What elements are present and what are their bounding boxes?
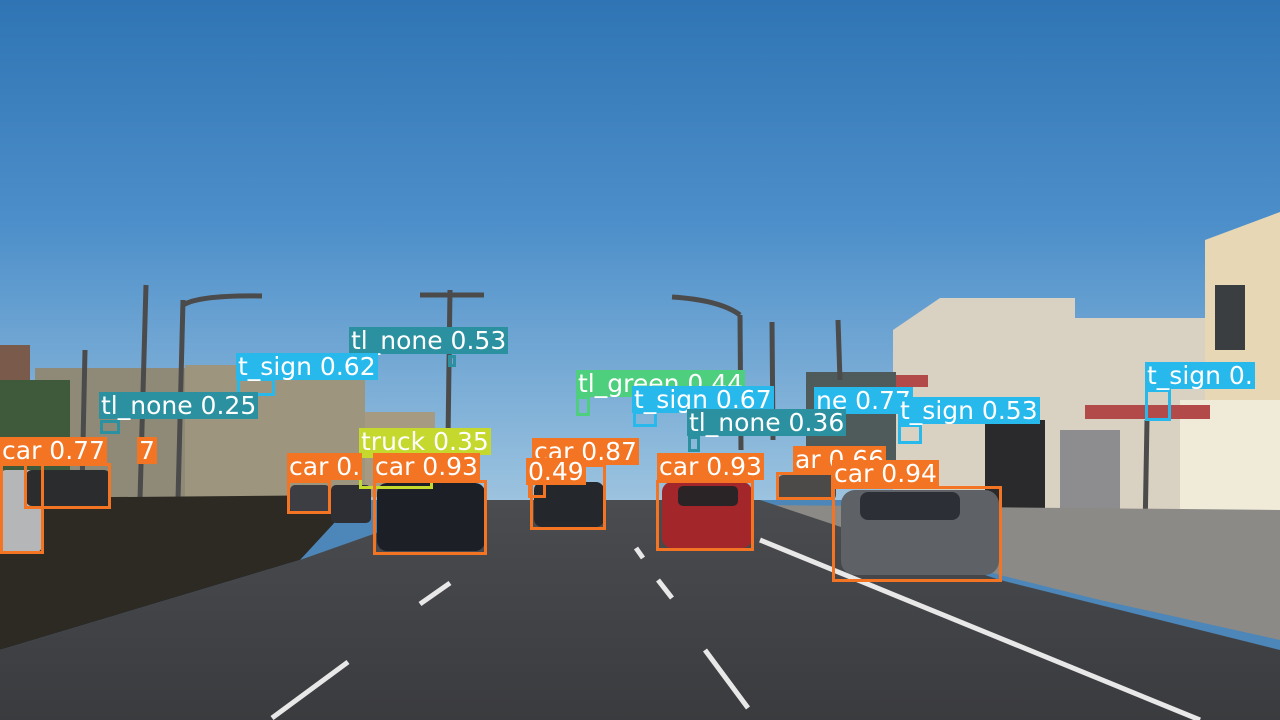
detection-label: tl_none 0.53 <box>349 326 509 355</box>
detection-label: t_sign 0. <box>1145 361 1255 390</box>
detection-label: ne 0.77 <box>814 386 913 415</box>
detection-box <box>373 480 487 555</box>
detection-label: car 0.93 <box>373 452 480 481</box>
detection-label: car 0.94 <box>832 459 939 488</box>
detection-label: truck 0.35 <box>359 427 491 456</box>
road <box>0 500 1280 720</box>
detection-box <box>898 424 922 444</box>
median <box>0 495 360 650</box>
vehicles <box>0 470 999 575</box>
detection-label: 7 <box>137 436 157 465</box>
detection-label: tl_none 0.36 <box>687 408 847 437</box>
detection-label: car 0.93 <box>657 452 764 481</box>
detection-box <box>776 472 834 500</box>
detection-label: 0.49 <box>526 457 586 486</box>
detection-label: t_sign 0.67 <box>632 385 774 414</box>
detection-box <box>576 396 590 416</box>
detection-box <box>100 420 120 434</box>
detection-label: car 0. <box>287 452 363 481</box>
detection-box <box>1145 389 1171 421</box>
detection-box <box>688 436 700 452</box>
detection-label: t_sign 0.62 <box>236 352 378 381</box>
detection-box <box>287 480 331 514</box>
detection-box <box>448 355 456 367</box>
detection-box <box>832 486 1002 582</box>
detection-label: car 0.77 <box>0 436 107 465</box>
detection-label: t_sign 0.53 <box>898 396 1040 425</box>
detection-box <box>656 480 754 551</box>
detection-box <box>24 463 111 509</box>
detection-label: tl_none 0.25 <box>99 391 259 420</box>
